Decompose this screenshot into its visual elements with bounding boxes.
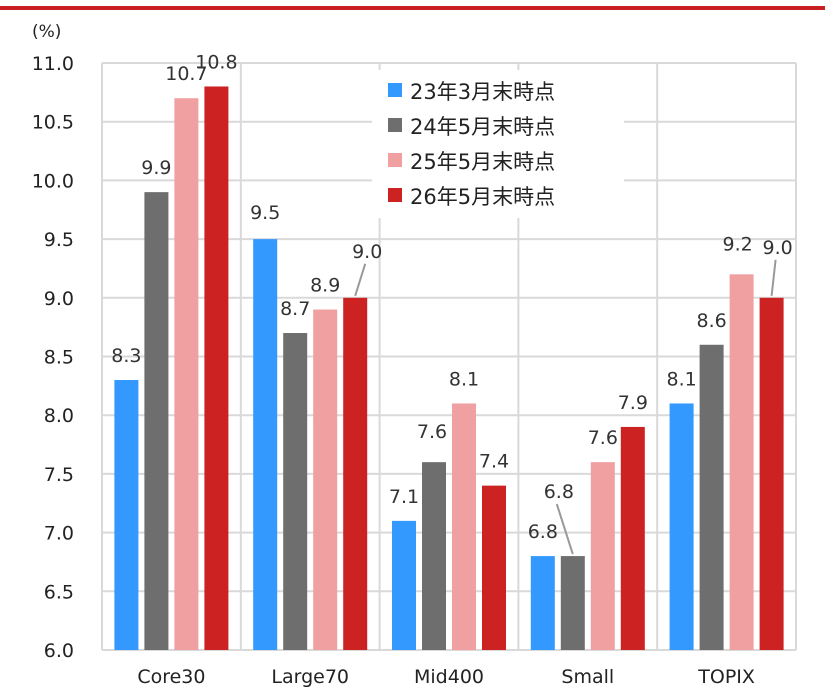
legend-swatch <box>388 153 402 167</box>
bar <box>144 192 169 650</box>
legend: 23年3月末時点 24年5月末時点 25年5月末時点 26年5月末時点 <box>372 70 624 218</box>
bar <box>343 297 368 650</box>
legend-entry: 23年3月末時点 <box>410 80 555 104</box>
leader-line <box>770 259 777 296</box>
y-tick-label: 10.0 <box>32 170 74 192</box>
legend-entry: 26年5月末時点 <box>410 185 555 209</box>
legend-entry: 25年5月末時点 <box>410 150 555 174</box>
data-label: 10.7 <box>165 63 207 85</box>
legend-swatch <box>388 188 402 202</box>
leader-line <box>555 503 574 555</box>
data-label: 8.1 <box>666 368 696 390</box>
data-label: 7.1 <box>389 486 419 508</box>
bar <box>759 297 784 650</box>
bar <box>452 403 476 650</box>
data-label: 7.6 <box>588 427 618 449</box>
bar <box>253 239 278 650</box>
y-tick-label: 11.0 <box>32 53 74 75</box>
bar <box>174 98 199 651</box>
legend-swatch <box>388 83 402 97</box>
legend-swatch <box>388 118 402 132</box>
x-category-label: Large70 <box>271 666 349 688</box>
x-category-label: TOPIX <box>697 666 755 688</box>
y-tick-label: 6.0 <box>44 640 74 662</box>
data-label: 10.8 <box>195 51 237 73</box>
y-axis: 6.0 6.5 7.0 7.5 8.0 8.5 9.0 9.5 10.0 10.5 11.0 <box>32 53 74 662</box>
legend-entry: 24年5月末時点 <box>410 115 555 139</box>
bar <box>620 426 645 650</box>
bar <box>204 86 229 651</box>
data-label: 9.5 <box>250 202 280 224</box>
bar <box>729 274 754 650</box>
data-labels: 8.3 9.9 10.710.8 9.5 8.78.9 9.0 7.1 7.6 8.1 7.4 6.… <box>111 51 792 543</box>
y-tick-label: 9.5 <box>44 229 74 251</box>
top-accent-bar <box>0 6 825 10</box>
legend-background <box>372 70 624 218</box>
data-label: 7.6 <box>417 421 447 443</box>
y-tick-label: 8.5 <box>44 347 74 369</box>
x-axis: Core30 Large70 Mid400 Small TOPIX <box>137 666 755 688</box>
data-label: 8.1 <box>449 368 479 390</box>
data-label: 7.4 <box>479 451 509 473</box>
bar <box>392 520 416 650</box>
y-tick-label: 6.5 <box>44 581 74 603</box>
y-tick-label: 8.0 <box>44 405 74 427</box>
data-label: 6.8 <box>528 521 558 543</box>
data-label: 9.0 <box>762 237 792 259</box>
bar <box>699 344 724 650</box>
y-tick-label: 10.5 <box>32 112 74 134</box>
bar <box>590 462 615 650</box>
bar <box>669 403 694 650</box>
data-label: 6.8 <box>544 481 574 503</box>
bar <box>114 379 139 650</box>
bars <box>114 86 784 651</box>
bar <box>560 556 585 650</box>
x-category-label: Core30 <box>137 666 205 688</box>
bar <box>422 462 446 650</box>
bar <box>482 485 506 650</box>
bar <box>283 333 308 650</box>
data-label: 8.3 <box>111 345 141 367</box>
data-label: 8.9 <box>310 275 340 297</box>
y-tick-label: 9.0 <box>44 288 74 310</box>
leader-lines <box>354 259 777 555</box>
data-label: 9.0 <box>352 241 382 263</box>
x-category-label: Mid400 <box>414 666 484 688</box>
data-label: 8.7 <box>280 298 310 320</box>
x-category-label: Small <box>561 666 614 688</box>
y-tick-label: 7.5 <box>44 464 74 486</box>
bar <box>313 309 338 650</box>
y-unit-label: (%) <box>32 22 61 42</box>
data-label: 8.6 <box>696 310 726 332</box>
data-label: 9.9 <box>141 157 171 179</box>
leader-line <box>354 263 367 297</box>
data-label: 7.9 <box>618 392 648 414</box>
data-label: 9.2 <box>722 233 752 255</box>
y-tick-label: 7.0 <box>44 523 74 545</box>
bar <box>530 556 555 650</box>
